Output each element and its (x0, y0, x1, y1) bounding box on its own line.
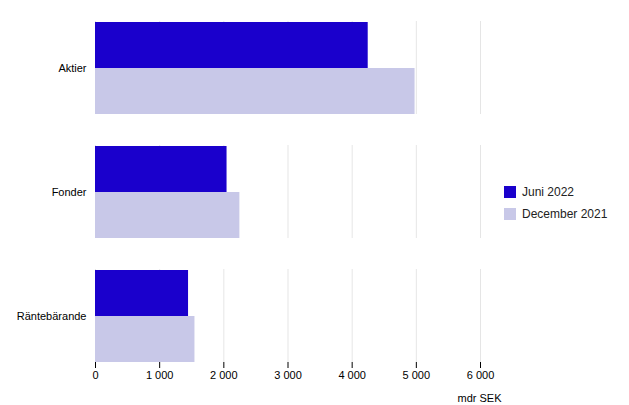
svg-text:mdr SEK: mdr SEK (457, 392, 502, 404)
svg-text:5 000: 5 000 (403, 369, 431, 381)
svg-text:Räntebärande: Räntebärande (17, 310, 87, 322)
svg-text:Aktier: Aktier (58, 62, 86, 74)
svg-text:Fonder: Fonder (52, 186, 87, 198)
svg-text:4 000: 4 000 (338, 369, 366, 381)
html-text:Juni 2022: Juni 2022 (522, 184, 574, 199)
svg-text:3 000: 3 000 (274, 369, 302, 381)
svg-text:0: 0 (92, 369, 98, 381)
svg-text:2 000: 2 000 (210, 369, 238, 381)
html-text:December 2021: December 2021 (522, 206, 608, 221)
svg-text:1 000: 1 000 (146, 369, 174, 381)
svg-text:6 000: 6 000 (467, 369, 495, 381)
